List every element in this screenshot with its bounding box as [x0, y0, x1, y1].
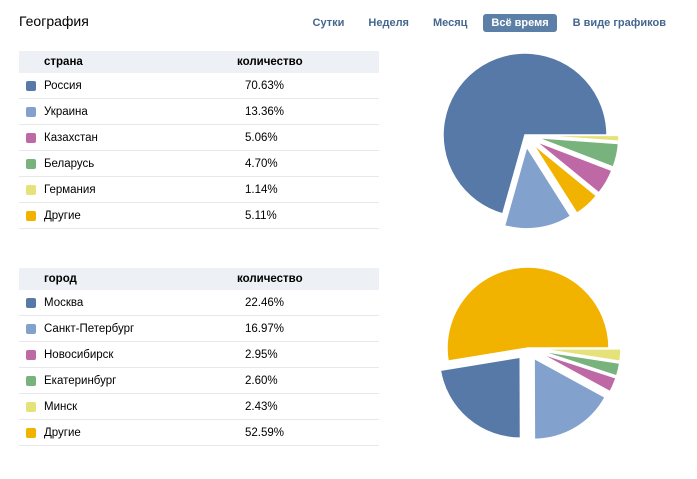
color-swatch	[26, 184, 36, 195]
table-header: город количество	[19, 268, 379, 290]
row-name: Германия	[44, 183, 96, 196]
table-row: Украина 13.36%	[19, 99, 379, 125]
city-pie-slice[interactable]	[539, 348, 622, 363]
color-swatch	[26, 210, 36, 221]
color-swatch	[26, 132, 36, 143]
tab-day[interactable]: Сутки	[312, 17, 345, 29]
color-swatch	[26, 375, 36, 386]
table-row: Беларусь 4.70%	[19, 151, 379, 177]
table-row: Россия 70.63%	[19, 73, 379, 99]
country-pie-slice[interactable]	[442, 52, 608, 215]
row-value: 13.36%	[245, 105, 285, 118]
row-name: Новосибирск	[44, 348, 114, 361]
tab-week[interactable]: Неделя	[368, 17, 409, 29]
table-header: страна количество	[19, 51, 379, 73]
row-value: 4.70%	[245, 157, 278, 170]
table-row: Новосибирск 2.95%	[19, 342, 379, 368]
color-swatch	[26, 323, 36, 334]
row-value: 70.63%	[245, 79, 285, 92]
city-pie-slice[interactable]	[539, 350, 621, 377]
color-swatch	[26, 401, 36, 412]
column-city: город	[44, 273, 77, 285]
tab-all-time[interactable]: Всё время	[483, 14, 557, 32]
city-pie-slice[interactable]	[446, 266, 610, 362]
row-name: Екатеринбург	[44, 374, 117, 387]
column-count: количество	[237, 56, 303, 68]
color-swatch	[26, 349, 36, 360]
country-pie-slice[interactable]	[536, 134, 620, 143]
table-row: Другие 5.11%	[19, 203, 379, 229]
color-swatch	[26, 158, 36, 169]
color-swatch	[26, 80, 36, 91]
row-value: 22.46%	[245, 296, 285, 309]
row-name: Москва	[44, 296, 84, 309]
table-row: Казахстан 5.06%	[19, 125, 379, 151]
table-row: Германия 1.14%	[19, 177, 379, 203]
city-pie-slice[interactable]	[439, 356, 522, 439]
page-title: География	[19, 13, 89, 29]
city-pie-slice[interactable]	[533, 357, 607, 441]
countries-table: страна количество Россия 70.63% Украина 13.…	[19, 51, 379, 229]
row-name: Минск	[44, 400, 78, 413]
row-value: 5.11%	[245, 209, 277, 222]
row-name: Казахстан	[44, 131, 98, 144]
tab-month[interactable]: Месяц	[432, 17, 468, 29]
column-country: страна	[44, 56, 83, 68]
city-pie-slice[interactable]	[538, 352, 617, 393]
row-value: 2.43%	[245, 400, 278, 413]
row-name: Санкт-Петербург	[44, 322, 135, 335]
table-row: Другие 52.59%	[19, 420, 379, 446]
table-row: Москва 22.46%	[19, 290, 379, 316]
table-row: Екатеринбург 2.60%	[19, 368, 379, 394]
country-pie-slice[interactable]	[534, 140, 613, 194]
row-value: 16.97%	[245, 322, 285, 335]
table-row: Санкт-Петербург 16.97%	[19, 316, 379, 342]
row-value: 2.60%	[245, 374, 278, 387]
row-name: Украина	[44, 105, 88, 118]
table-row: Минск 2.43%	[19, 394, 379, 420]
row-value: 5.06%	[245, 131, 278, 144]
cities-table: город количество Москва 22.46% Санкт-Петер…	[19, 268, 379, 446]
row-value: 52.59%	[245, 426, 285, 439]
tab-charts-view[interactable]: В виде графиков	[572, 17, 666, 29]
color-swatch	[26, 297, 36, 308]
country-pie-slice[interactable]	[536, 136, 620, 168]
row-value: 2.95%	[245, 348, 278, 361]
period-tabs: Сутки Неделя Месяц Всё время В виде граф…	[297, 14, 674, 32]
row-name: Другие	[44, 426, 81, 439]
row-name: Беларусь	[44, 157, 95, 170]
row-value: 1.14%	[245, 183, 278, 196]
country-pie-slice[interactable]	[532, 143, 598, 215]
row-name: Другие	[44, 209, 81, 222]
column-count: количество	[237, 273, 303, 285]
color-swatch	[26, 106, 36, 117]
color-swatch	[26, 427, 36, 438]
row-name: Россия	[44, 79, 82, 92]
country-pie-slice[interactable]	[503, 145, 572, 230]
